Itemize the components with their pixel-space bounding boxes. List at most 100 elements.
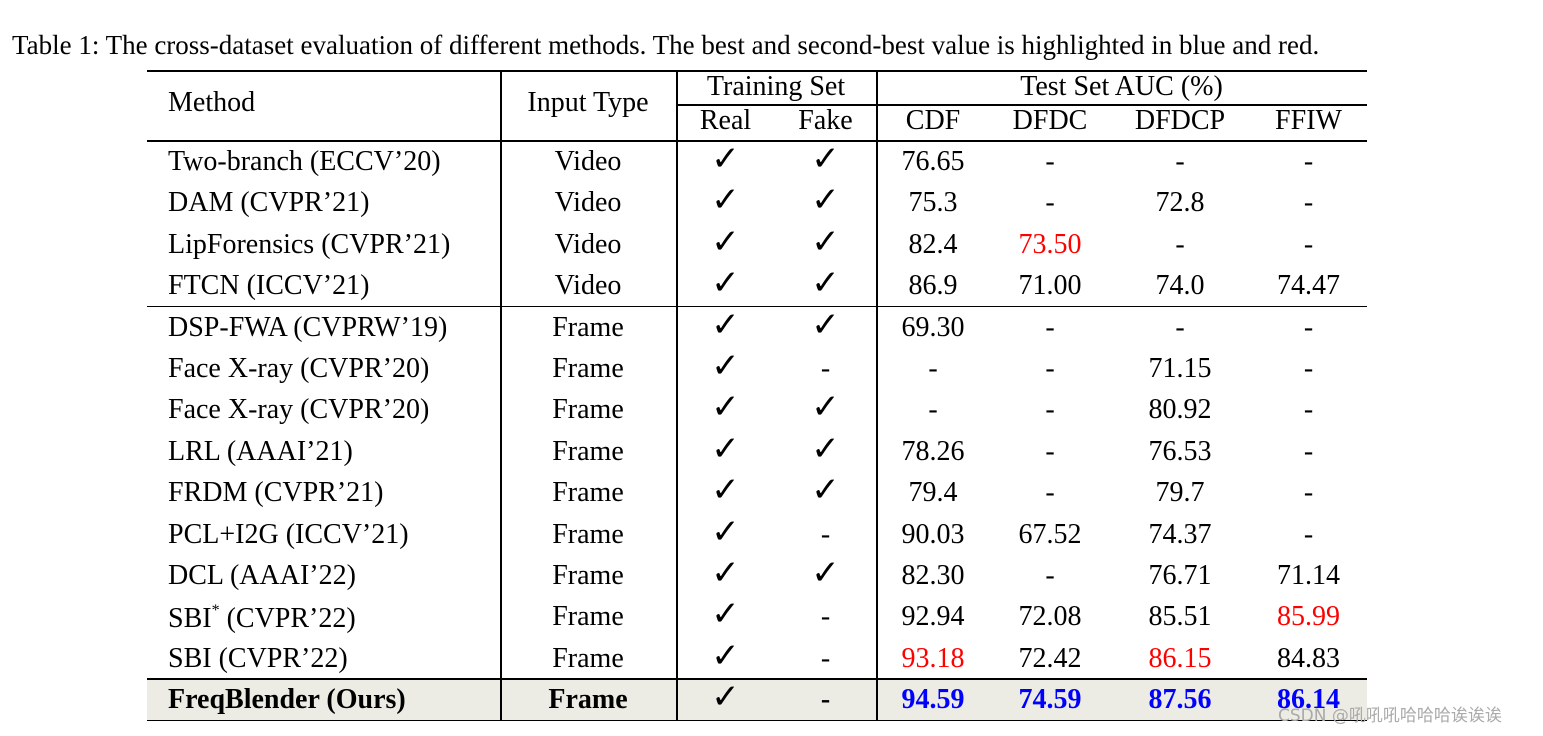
rule bbox=[147, 678, 1367, 680]
check-cell: ✓ bbox=[711, 428, 740, 469]
cell: Face X-ray (CVPR’20) bbox=[168, 394, 430, 426]
cell: - bbox=[1045, 311, 1055, 343]
cell: - bbox=[1303, 187, 1314, 219]
cell: - bbox=[1303, 518, 1314, 550]
cell: 86.9 bbox=[908, 270, 958, 302]
cell: 87.56 bbox=[1148, 684, 1212, 716]
header-sub: Real bbox=[699, 105, 752, 136]
cell: SBI* (CVPR’22) bbox=[168, 602, 356, 635]
watermark: CSDN @吼吼吼哈哈哈诶诶诶 bbox=[1278, 706, 1502, 726]
cell: FreqBlender (Ours) bbox=[168, 684, 406, 716]
cell: - bbox=[1303, 353, 1314, 384]
check-cell: ✓ bbox=[811, 139, 840, 179]
cell: PCL+I2G (ICCV’21) bbox=[168, 518, 409, 550]
cell: 85.51 bbox=[1148, 601, 1212, 633]
check-cell: ✓ bbox=[711, 221, 740, 262]
cell: FTCN (ICCV’21) bbox=[168, 270, 370, 302]
check-cell: ✓ bbox=[711, 387, 740, 428]
cell: 74.47 bbox=[1277, 270, 1340, 302]
superscript: * bbox=[211, 602, 220, 620]
cell: - bbox=[1045, 435, 1055, 467]
header-sub: FFIW bbox=[1275, 105, 1342, 136]
cell: 84.83 bbox=[1277, 642, 1340, 674]
cell: - bbox=[1303, 146, 1314, 177]
cell: FRDM (CVPR’21) bbox=[168, 477, 384, 509]
cell: Frame bbox=[552, 435, 624, 467]
cell: 74.0 bbox=[1155, 270, 1205, 302]
cell: 76.53 bbox=[1148, 435, 1212, 467]
check-cell: ✓ bbox=[711, 553, 740, 593]
check-cell: ✓ bbox=[711, 263, 740, 304]
cell: - bbox=[1303, 477, 1314, 509]
cell: Frame bbox=[548, 684, 628, 716]
cell: 79.7 bbox=[1155, 477, 1205, 509]
cell: 86.14 bbox=[1277, 684, 1340, 716]
cell: - bbox=[1303, 394, 1314, 426]
cell: 92.94 bbox=[901, 601, 965, 633]
header-training-set: Training Set bbox=[706, 71, 846, 102]
row-shade bbox=[147, 678, 1367, 720]
cell: - bbox=[1303, 311, 1314, 343]
cell: LipForensics (CVPR’21) bbox=[168, 228, 451, 260]
check-cell: ✓ bbox=[811, 470, 840, 511]
check-cell: ✓ bbox=[811, 304, 840, 345]
header-test-set: Test Set AUC (%) bbox=[1020, 71, 1223, 102]
cell: - bbox=[1045, 477, 1055, 509]
cell: 94.59 bbox=[901, 684, 965, 716]
cell: 76.65 bbox=[901, 146, 965, 177]
cell: DAM (CVPR’21) bbox=[168, 187, 370, 219]
cell: 85.99 bbox=[1277, 601, 1340, 633]
cell: 82.30 bbox=[901, 560, 965, 591]
cell: - bbox=[820, 684, 831, 716]
rule bbox=[147, 70, 1367, 72]
cell: 90.03 bbox=[901, 518, 965, 550]
check-cell: ✓ bbox=[711, 594, 740, 635]
cell: 86.15 bbox=[1148, 642, 1212, 674]
cell: Frame bbox=[552, 394, 624, 426]
header-sub: CDF bbox=[905, 105, 961, 136]
cell: Video bbox=[554, 228, 622, 260]
rule bbox=[676, 104, 1367, 106]
check-cell: ✓ bbox=[711, 304, 740, 345]
cell: 72.8 bbox=[1155, 187, 1205, 219]
cell: DSP-FWA (CVPRW’19) bbox=[168, 311, 448, 343]
cell: SBI (CVPR’22) bbox=[168, 642, 348, 674]
cell: - bbox=[1045, 560, 1055, 591]
cell: 75.3 bbox=[908, 187, 958, 219]
check-cell: ✓ bbox=[711, 511, 740, 552]
cell: - bbox=[820, 518, 831, 550]
cell: - bbox=[928, 353, 938, 384]
check-cell: ✓ bbox=[811, 221, 840, 262]
cell: - bbox=[1045, 394, 1055, 426]
check-cell: ✓ bbox=[811, 553, 840, 593]
cell: 72.42 bbox=[1018, 642, 1082, 674]
cell: 67.52 bbox=[1018, 518, 1082, 550]
cell: Frame bbox=[552, 601, 624, 633]
cell: - bbox=[820, 642, 831, 674]
cell: 93.18 bbox=[901, 642, 965, 674]
cell: Video bbox=[554, 270, 622, 302]
cell: LRL (AAAI’21) bbox=[168, 435, 353, 467]
cell: 76.71 bbox=[1148, 560, 1212, 591]
check-cell: ✓ bbox=[711, 470, 740, 511]
cell: Frame bbox=[552, 353, 624, 384]
cell: 74.37 bbox=[1148, 518, 1212, 550]
cell: 69.30 bbox=[901, 311, 965, 343]
header-sub: DFDC bbox=[1012, 105, 1088, 136]
rule bbox=[876, 70, 878, 720]
rule bbox=[676, 70, 678, 720]
check-cell: ✓ bbox=[711, 346, 740, 386]
cell: Two-branch (ECCV’20) bbox=[168, 146, 441, 177]
cell: - bbox=[1303, 228, 1314, 260]
rule bbox=[500, 70, 502, 720]
cell: - bbox=[820, 353, 831, 384]
check-cell: ✓ bbox=[811, 428, 840, 469]
cell: - bbox=[1175, 228, 1185, 260]
cell: Frame bbox=[552, 642, 624, 674]
caption: Table 1: The cross-dataset evaluation of… bbox=[12, 30, 1320, 60]
check-cell: ✓ bbox=[811, 387, 840, 428]
header-method: Method bbox=[168, 87, 256, 118]
cell: - bbox=[1175, 311, 1185, 343]
check-cell: ✓ bbox=[711, 677, 740, 718]
cell: - bbox=[1045, 353, 1055, 384]
